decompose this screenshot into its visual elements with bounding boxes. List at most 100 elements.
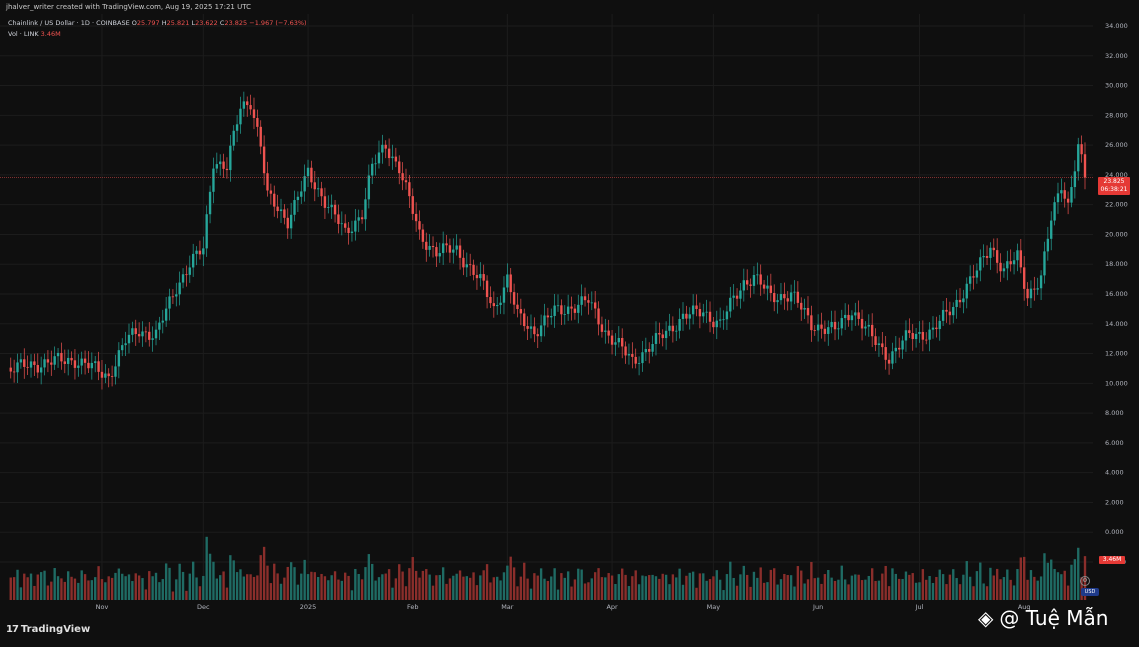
- volume-bar: [1046, 562, 1050, 600]
- symbol-name[interactable]: Chainlink / US Dollar · 1D · COINBASE: [8, 19, 130, 27]
- volume-bar: [1009, 579, 1012, 600]
- close-label: C: [219, 19, 225, 27]
- candle-body: [36, 364, 39, 373]
- candle-body: [70, 357, 73, 361]
- volume-bar: [604, 577, 607, 600]
- candle-body: [837, 328, 840, 330]
- tradingview-logo[interactable]: 17 TradingView: [6, 624, 90, 635]
- volume-bar: [820, 583, 823, 600]
- volume-bar: [80, 570, 83, 600]
- candle-body: [972, 276, 975, 278]
- volume-bar: [191, 561, 195, 600]
- candle-body: [1060, 190, 1063, 194]
- price-tick-label: 18.000: [1105, 260, 1128, 268]
- volume-bar: [347, 575, 350, 600]
- volume-bar: [435, 575, 438, 600]
- price-axis[interactable]: 34.000 32.000 30.000 28.000 26.000 24.000 22.0…: [1105, 22, 1128, 566]
- volume-bar: [90, 580, 94, 600]
- volume-bar: [566, 571, 570, 600]
- candle-body: [519, 309, 523, 314]
- candlestick-chart[interactable]: 34.000 32.000 30.000 28.000 26.000 24.000 22.0…: [0, 14, 1139, 614]
- candle-body: [100, 371, 104, 378]
- candle-body: [948, 311, 952, 316]
- candle-body: [664, 330, 668, 339]
- volume-bar: [705, 580, 708, 600]
- candle-body: [408, 182, 411, 197]
- candle-body: [610, 335, 614, 345]
- volume-bar: [908, 574, 911, 600]
- volume-bar: [654, 576, 658, 600]
- candle-body: [887, 359, 891, 364]
- candle-body: [523, 313, 526, 327]
- volume-bar: [732, 577, 735, 600]
- candle-body: [1023, 267, 1026, 289]
- volume-bar: [1023, 556, 1026, 600]
- volume-bar: [573, 579, 577, 600]
- volume-bar: [462, 576, 465, 600]
- candle-body: [911, 333, 914, 340]
- candle-body: [1029, 288, 1033, 299]
- candle-body: [752, 274, 756, 286]
- candle-body: [499, 302, 502, 306]
- volume-bar: [377, 577, 381, 600]
- volume-bar: [185, 590, 188, 600]
- volume-bar: [563, 577, 566, 600]
- candle-body: [104, 373, 107, 378]
- candle-body: [637, 363, 641, 364]
- price-tick-label: 8.000: [1105, 409, 1124, 417]
- volume-bar: [168, 567, 171, 600]
- volume-bar: [634, 570, 637, 600]
- candle-body: [955, 299, 958, 307]
- candle-body: [1080, 144, 1083, 155]
- candle-body: [340, 223, 343, 225]
- volume-bar: [181, 571, 185, 600]
- candle-body: [482, 274, 485, 281]
- volume-bar: [965, 561, 968, 600]
- candle-body: [158, 322, 161, 330]
- volume-bar: [806, 579, 810, 600]
- candle-body: [597, 308, 600, 325]
- candle-body: [901, 340, 904, 350]
- volume-bar: [455, 573, 458, 600]
- volume-bar: [546, 580, 550, 600]
- candle-body: [796, 291, 800, 303]
- time-axis[interactable]: Nov Dec 2025 Feb Mar Apr May Jun Jul Aug: [96, 603, 1031, 611]
- volume-bar: [222, 571, 225, 600]
- candle-body: [391, 156, 394, 159]
- candle-body: [854, 312, 857, 316]
- volume-bar: [644, 576, 648, 600]
- volume-bar: [475, 585, 479, 600]
- volume-bar: [631, 576, 634, 600]
- candle-body: [928, 329, 931, 340]
- volume-bar: [691, 571, 695, 600]
- candle-body: [999, 262, 1002, 272]
- volume-label[interactable]: Vol · LINK: [8, 30, 39, 38]
- candle-body: [773, 292, 776, 303]
- candle-body: [860, 318, 864, 329]
- settings-icon[interactable]: ⚙: [1080, 576, 1090, 586]
- candle-body: [651, 343, 654, 352]
- volume-bar: [259, 555, 262, 600]
- candle-body: [762, 284, 766, 289]
- volume-bar: [843, 579, 847, 600]
- volume-bar: [712, 576, 715, 600]
- candle-body: [965, 283, 968, 299]
- candle-body: [985, 256, 989, 258]
- candle-body: [827, 327, 830, 334]
- candle-body: [489, 297, 492, 304]
- volume-bar: [661, 573, 664, 600]
- volume-bar: [306, 574, 310, 600]
- candle-body: [448, 245, 452, 253]
- volume-bar: [266, 565, 269, 600]
- candle-body: [107, 373, 110, 377]
- candle-body: [12, 371, 16, 373]
- grid-lines: [0, 14, 1093, 600]
- volume-bar: [19, 587, 23, 600]
- volume-bar: [523, 562, 526, 600]
- candle-body: [121, 345, 124, 351]
- candle-body: [691, 305, 695, 315]
- candle-body: [452, 249, 455, 253]
- us-flag-icon[interactable]: USD: [1081, 588, 1099, 596]
- volume-bar: [472, 572, 475, 600]
- time-tick-label: Feb: [407, 603, 419, 611]
